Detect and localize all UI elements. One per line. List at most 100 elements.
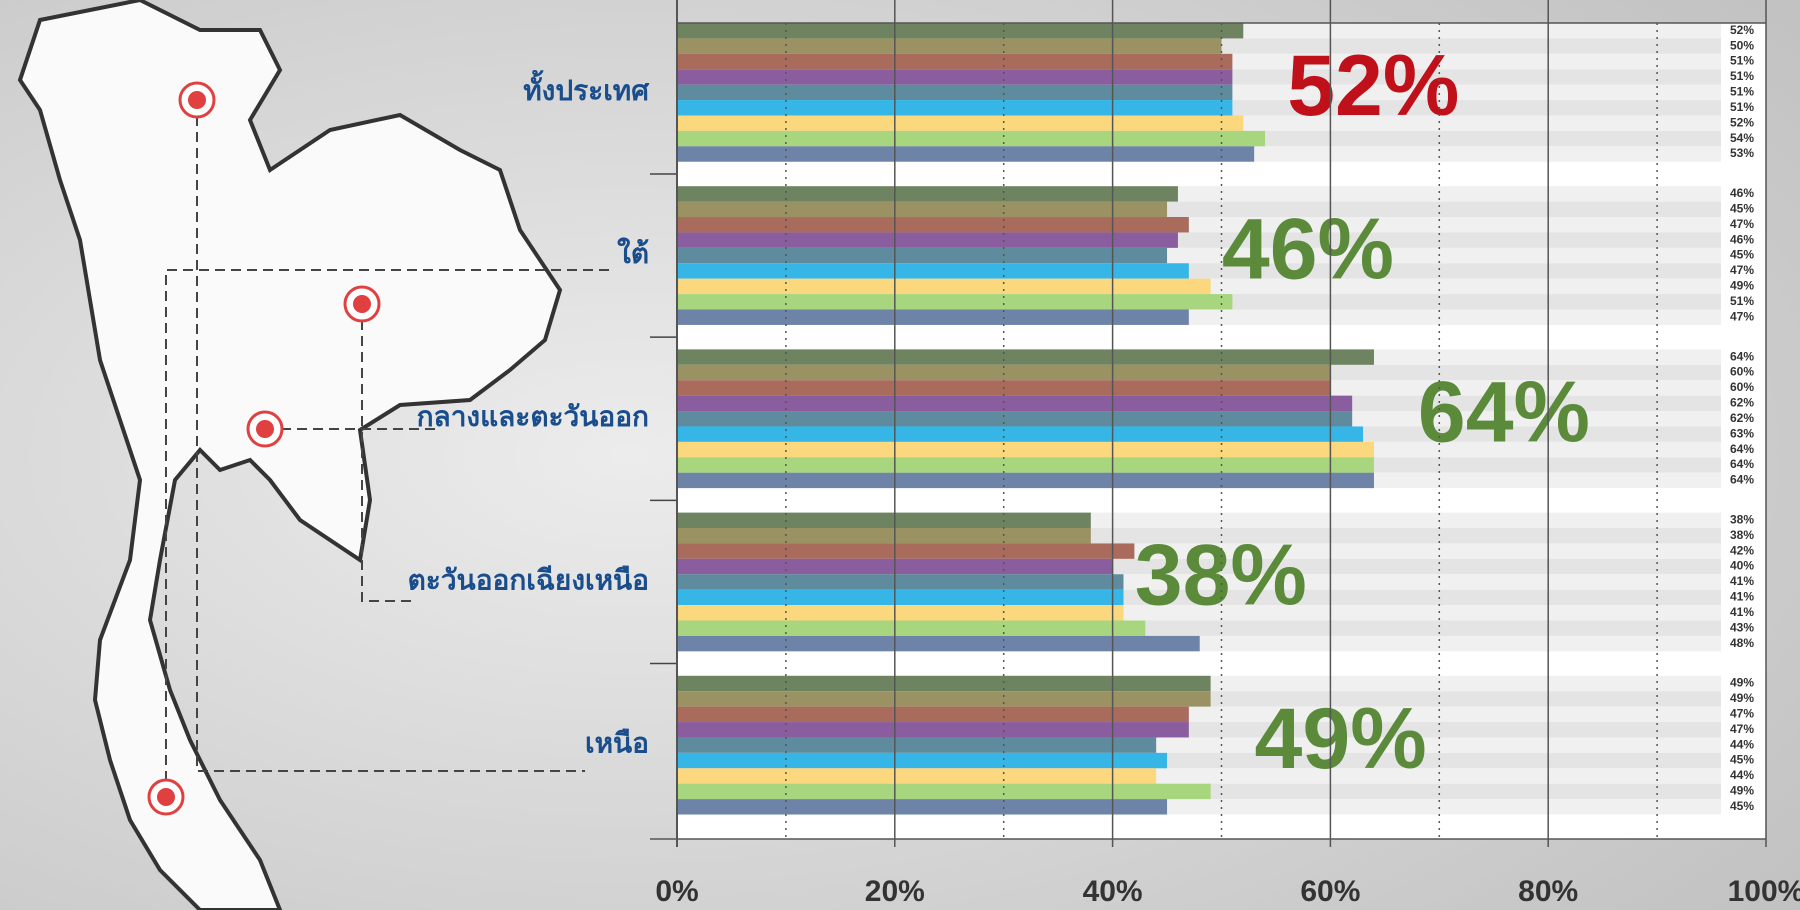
bar — [677, 411, 1353, 427]
bar — [677, 364, 1331, 381]
value-label: 40% — [1730, 559, 1754, 573]
category-label: กลางและตะวันออก — [417, 401, 649, 432]
bar — [677, 472, 1374, 489]
bar — [677, 395, 1353, 412]
bar — [677, 201, 1168, 218]
value-label: 52% — [1730, 115, 1754, 129]
value-label: 47% — [1730, 217, 1754, 231]
value-label: 51% — [1730, 294, 1754, 308]
bar — [677, 146, 1255, 162]
bar — [677, 457, 1374, 473]
category-label: ทั้งประเทศ — [523, 69, 650, 106]
bar — [677, 799, 1168, 815]
value-label: 49% — [1730, 279, 1754, 293]
value-label: 49% — [1730, 676, 1754, 690]
bar — [677, 722, 1189, 738]
leader-lines — [165, 100, 614, 797]
value-label: 38% — [1730, 512, 1754, 526]
summary-label: 64% — [1418, 364, 1590, 460]
bar — [677, 768, 1157, 784]
bar — [677, 528, 1091, 544]
bar — [677, 675, 1211, 692]
bar — [677, 130, 1266, 147]
value-label: 64% — [1730, 473, 1754, 487]
bar — [677, 783, 1211, 800]
x-tick-label: 60% — [1300, 875, 1360, 908]
bar — [677, 635, 1200, 652]
bar — [677, 53, 1233, 70]
value-label: 62% — [1730, 411, 1754, 425]
value-label: 64% — [1730, 442, 1754, 456]
bar — [677, 84, 1233, 101]
bar — [677, 23, 1244, 39]
value-label: 45% — [1730, 753, 1754, 767]
summary-label: 38% — [1135, 528, 1307, 624]
bar — [677, 349, 1374, 365]
bar — [677, 574, 1124, 590]
bar — [677, 543, 1135, 559]
x-tick-label: 20% — [865, 875, 925, 908]
bar — [677, 115, 1244, 131]
value-label: 38% — [1730, 528, 1754, 542]
value-label: 42% — [1730, 543, 1754, 557]
bar — [677, 186, 1178, 202]
value-label: 44% — [1730, 768, 1754, 782]
x-tick-label: 100% — [1728, 875, 1800, 908]
value-label: 46% — [1730, 232, 1754, 246]
value-label: 63% — [1730, 426, 1754, 440]
value-label: 51% — [1730, 69, 1754, 83]
bar — [677, 38, 1222, 54]
bar — [677, 232, 1178, 248]
bar — [677, 620, 1146, 636]
bar — [677, 512, 1091, 529]
bar — [677, 426, 1364, 442]
bar — [677, 752, 1168, 769]
bar — [677, 309, 1189, 325]
value-label: 45% — [1730, 201, 1754, 215]
value-label: 60% — [1730, 380, 1754, 394]
summary-label: 52% — [1287, 38, 1459, 134]
summary-label: 46% — [1222, 201, 1394, 297]
x-tick-label: 80% — [1518, 875, 1578, 908]
value-label: 45% — [1730, 248, 1754, 262]
x-tick-label: 0% — [655, 875, 698, 908]
bar — [677, 69, 1233, 85]
bar — [677, 737, 1157, 753]
value-label: 64% — [1730, 457, 1754, 471]
bar — [677, 217, 1189, 233]
value-label: 44% — [1730, 737, 1754, 751]
value-label: 52% — [1730, 23, 1754, 37]
value-label: 62% — [1730, 396, 1754, 410]
value-label: 41% — [1730, 590, 1754, 604]
value-label: 49% — [1730, 691, 1754, 705]
value-label: 46% — [1730, 186, 1754, 200]
bar — [677, 706, 1189, 723]
bar — [677, 294, 1233, 310]
value-label: 53% — [1730, 146, 1754, 160]
value-label: 47% — [1730, 707, 1754, 721]
value-label: 41% — [1730, 605, 1754, 619]
value-label: 54% — [1730, 131, 1754, 145]
value-label: 41% — [1730, 574, 1754, 588]
bar — [677, 278, 1211, 295]
map-markers — [147, 81, 381, 816]
value-label: 64% — [1730, 349, 1754, 363]
summary-label: 49% — [1255, 691, 1427, 787]
value-label: 47% — [1730, 722, 1754, 736]
category-label: ใต้ — [617, 237, 649, 269]
bar — [677, 441, 1374, 458]
x-tick-label: 40% — [1083, 875, 1143, 908]
value-label: 47% — [1730, 309, 1754, 323]
bar — [677, 589, 1124, 606]
category-label: เหนือ — [585, 728, 649, 759]
value-label: 51% — [1730, 100, 1754, 114]
bar — [677, 263, 1189, 279]
value-label: 51% — [1730, 85, 1754, 99]
value-label: 49% — [1730, 784, 1754, 798]
bar — [677, 247, 1168, 264]
map-outline — [17, 0, 563, 910]
value-label: 48% — [1730, 636, 1754, 650]
category-label: ตะวันออกเฉียงเหนือ — [408, 564, 649, 595]
